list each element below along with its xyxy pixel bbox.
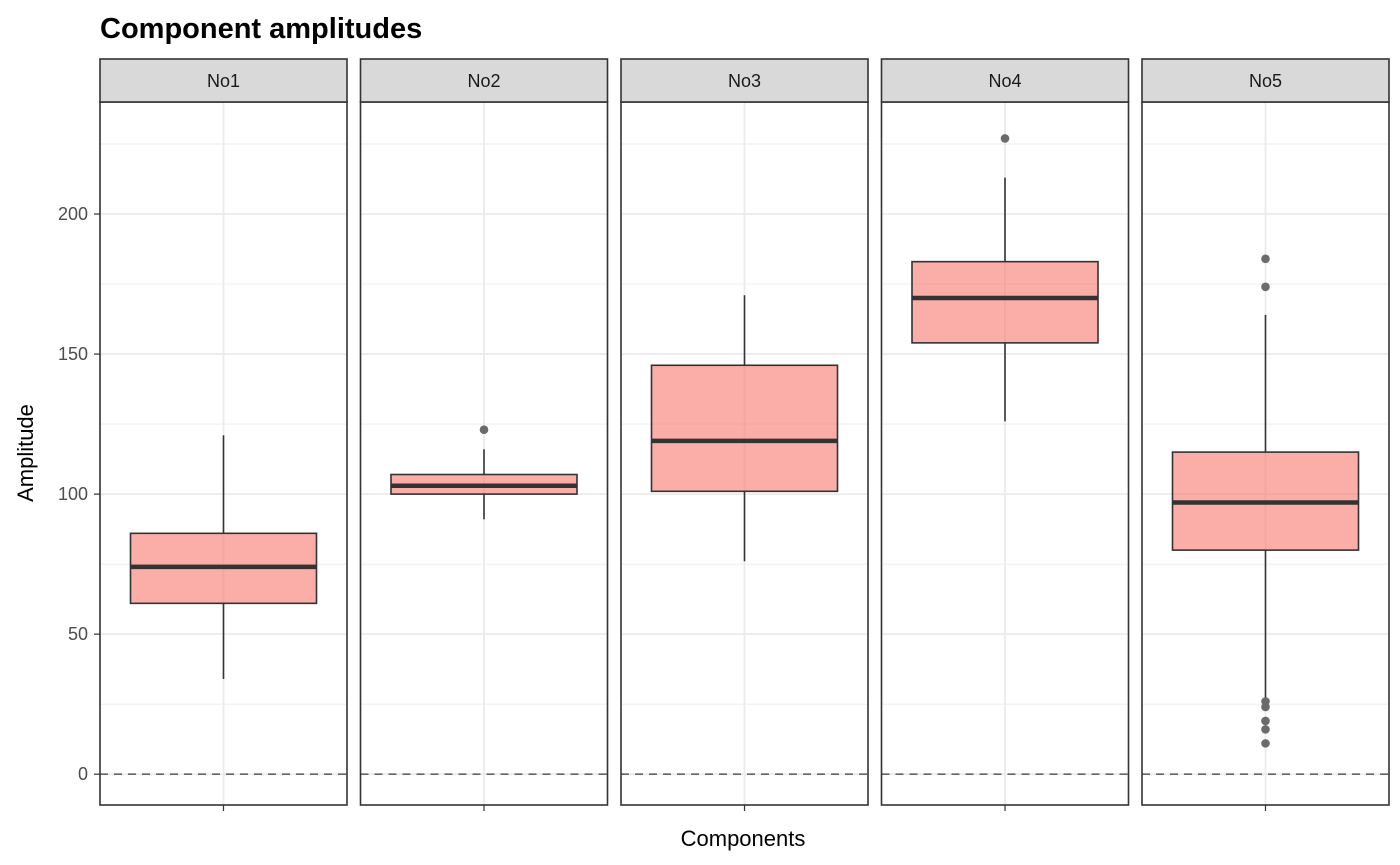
y-tick-label: 0: [78, 764, 88, 784]
facet-strip: [359, 58, 609, 103]
y-tick-label: 150: [58, 344, 88, 364]
outlier-point: [1000, 134, 1010, 143]
outlier-point: [479, 425, 489, 434]
box-iqr: [650, 364, 839, 493]
outlier-point: [1261, 716, 1270, 726]
y-axis: 0 50 100 150 200: [58, 204, 100, 784]
facet-strip-label: No2: [467, 71, 500, 91]
facet-strip: [99, 58, 348, 103]
facet-strip: [620, 58, 869, 103]
outlier-point: [1261, 254, 1270, 264]
facet-panel-no3: No3: [620, 58, 869, 811]
facet-panel-no5: No5: [1141, 58, 1390, 811]
facet-strip-label: No5: [1249, 71, 1282, 91]
facet-strip-label: No3: [728, 71, 761, 91]
chart-title: Component amplitudes: [100, 13, 422, 45]
y-axis-title: Amplitude: [13, 404, 38, 502]
facet-strip-label: No4: [988, 71, 1021, 91]
outlier-point: [1261, 282, 1270, 292]
x-axis-title: Components: [681, 826, 806, 851]
facet-strip: [880, 58, 1130, 103]
facet-panel-no4: No4: [880, 58, 1130, 811]
outlier-point: [1261, 725, 1270, 734]
y-tick-label: 50: [68, 624, 88, 644]
y-tick-label: 100: [58, 484, 88, 504]
box-iqr: [911, 260, 1099, 344]
facet-panel-no1: No1: [99, 58, 348, 811]
facet-panels: No1 No2 No3 No4 No5: [99, 58, 1390, 811]
facet-panel-no2: No2: [359, 58, 609, 811]
facet-strip: [1141, 58, 1390, 103]
outlier-point: [1261, 702, 1270, 712]
outlier-point: [1261, 739, 1270, 748]
facet-strip-label: No1: [207, 71, 240, 91]
y-tick-label: 200: [58, 204, 88, 224]
